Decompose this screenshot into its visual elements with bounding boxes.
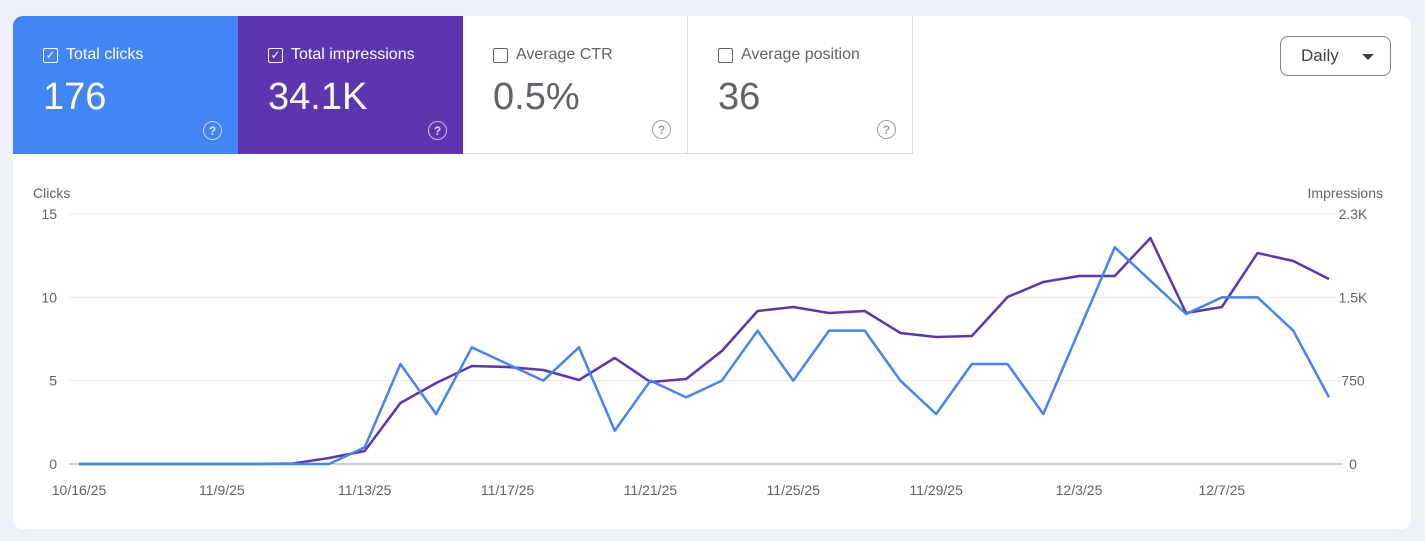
series-line-clicks [79, 246, 1331, 466]
left-tick-label: 10 [41, 289, 57, 305]
metric-label-row: Average CTR [493, 46, 687, 64]
right-tick-label: 1.5K [1339, 289, 1368, 305]
metric-card-average-position[interactable]: Average position 36? [688, 16, 913, 154]
metric-value: 0.5% [493, 76, 580, 118]
granularity-selected: Daily [1301, 46, 1339, 65]
question-circle-icon[interactable]: ? [652, 120, 671, 139]
checkbox-checked-icon[interactable]: ✓ [43, 47, 58, 63]
x-tick-label: 11/29/25 [909, 482, 963, 498]
x-tick-label: 12/3/25 [1056, 482, 1103, 498]
metric-card-average-ctr[interactable]: Average CTR 0.5%? [463, 16, 688, 154]
question-circle-icon[interactable]: ? [428, 121, 447, 140]
metric-value: 34.1K [268, 76, 368, 118]
right-tick-label: 750 [1341, 373, 1365, 389]
metric-label: Total clicks [66, 46, 144, 63]
right-tick-label: 2.3K [1339, 206, 1368, 222]
granularity-dropdown[interactable]: Daily [1280, 36, 1391, 76]
question-circle-icon[interactable]: ? [203, 121, 222, 140]
x-tick-label: 10/16/25 [52, 482, 107, 498]
metric-card-total-impressions[interactable]: ✓ Total impressions 34.1K? [238, 16, 463, 154]
metric-label-row: ✓ Total impressions [268, 46, 463, 64]
metric-card-total-clicks[interactable]: ✓ Total clicks 176? [13, 16, 238, 154]
checkbox-icon[interactable] [493, 47, 508, 63]
left-tick-label: 5 [49, 373, 57, 389]
metric-label-row: ✓ Total clicks [43, 46, 238, 64]
x-tick-label: 11/9/25 [199, 482, 245, 498]
metric-label: Average CTR [516, 46, 613, 63]
checkbox-checked-icon[interactable]: ✓ [268, 47, 283, 63]
metric-value: 36 [718, 76, 761, 118]
metric-value: 176 [43, 76, 107, 118]
metric-label: Total impressions [291, 46, 415, 63]
question-circle-icon[interactable]: ? [877, 120, 896, 139]
x-tick-label: 12/7/25 [1198, 482, 1245, 498]
metric-label-row: Average position [718, 46, 912, 64]
caret-down-icon [1362, 54, 1374, 60]
x-tick-label: 11/25/25 [767, 482, 821, 498]
performance-panel: ✓ Total clicks 176? ✓ Total impressions 34.1K… [13, 16, 1411, 529]
checkbox-icon[interactable] [718, 47, 733, 63]
performance-chart: Clicks Impressions 0 5 10 15 0 750 1.5K 2.3K 10/16… [33, 185, 1383, 498]
x-tick-label: 11/13/25 [338, 482, 392, 498]
left-tick-label: 15 [41, 206, 57, 222]
right-axis-label: Impressions [1308, 185, 1383, 201]
metric-label: Average position [741, 46, 860, 63]
right-tick-label: 0 [1349, 456, 1357, 472]
left-tick-label: 0 [49, 456, 57, 472]
x-tick-label: 11/17/25 [481, 482, 535, 498]
x-tick-label: 11/21/25 [624, 482, 678, 498]
left-axis-label: Clicks [33, 185, 70, 201]
